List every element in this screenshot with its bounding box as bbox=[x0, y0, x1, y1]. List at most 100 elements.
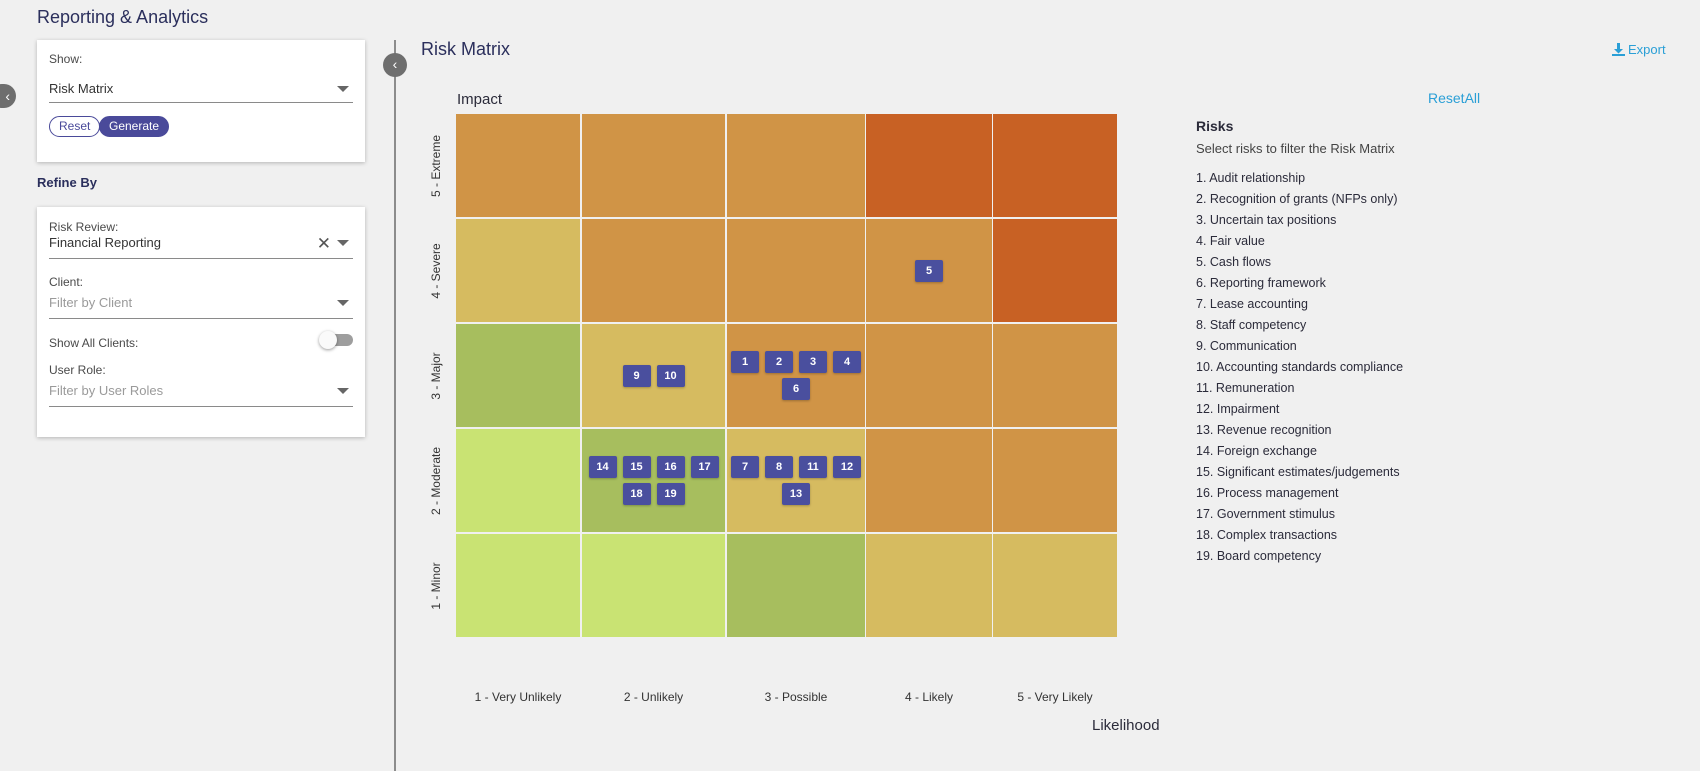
risk-chip[interactable]: 15 bbox=[622, 456, 651, 478]
reset-all-link[interactable]: ResetAll bbox=[1428, 90, 1481, 106]
show-all-clients-toggle[interactable] bbox=[319, 331, 353, 349]
risk-list-item[interactable]: 16. Process management bbox=[1196, 486, 1339, 500]
matrix-cell[interactable] bbox=[727, 219, 865, 322]
risk-list-item[interactable]: 4. Fair value bbox=[1196, 234, 1265, 248]
risk-list-item[interactable]: 8. Staff competency bbox=[1196, 318, 1307, 332]
risk-list-item[interactable]: 14. Foreign exchange bbox=[1196, 444, 1317, 458]
risk-chip[interactable]: 16 bbox=[656, 456, 685, 478]
matrix-cell[interactable] bbox=[993, 534, 1117, 637]
matrix-cell[interactable] bbox=[727, 534, 865, 637]
risk-list-item[interactable]: 15. Significant estimates/judgements bbox=[1196, 465, 1400, 479]
client-label: Client: bbox=[49, 275, 84, 289]
show-select[interactable]: Risk Matrix bbox=[49, 77, 353, 103]
risk-list-item[interactable]: 12. Impairment bbox=[1196, 402, 1280, 416]
chevron-left-icon: ‹ bbox=[5, 88, 10, 104]
matrix-cell[interactable] bbox=[456, 114, 580, 217]
impact-level-text: 4 - Severe bbox=[429, 242, 443, 299]
chevron-left-icon: ‹ bbox=[392, 56, 398, 72]
collapse-panel-button[interactable]: ‹ bbox=[383, 53, 407, 77]
risk-list-item[interactable]: 3. Uncertain tax positions bbox=[1196, 213, 1337, 227]
matrix-cell[interactable] bbox=[582, 114, 725, 217]
risk-chip[interactable]: 17 bbox=[690, 456, 719, 478]
risk-list-item[interactable]: 10. Accounting standards compliance bbox=[1196, 360, 1404, 374]
risk-list-item[interactable]: 2. Recognition of grants (NFPs only) bbox=[1196, 192, 1398, 206]
likelihood-level-label: 3 - Possible bbox=[764, 690, 828, 704]
chevron-down-icon bbox=[337, 300, 349, 306]
matrix-cell[interactable] bbox=[727, 324, 865, 427]
matrix-cell[interactable] bbox=[727, 429, 865, 532]
matrix-cell[interactable] bbox=[582, 324, 725, 427]
risk-chip[interactable]: 11 bbox=[799, 456, 827, 478]
risk-chip[interactable]: 10 bbox=[656, 364, 685, 387]
matrix-cell[interactable] bbox=[456, 324, 580, 427]
show-select-value: Risk Matrix bbox=[49, 81, 114, 96]
risk-chip[interactable]: 1 bbox=[731, 351, 759, 373]
client-select[interactable]: Filter by Client bbox=[49, 293, 353, 319]
risk-list-item[interactable]: 7. Lease accounting bbox=[1196, 297, 1308, 311]
user-role-label: User Role: bbox=[49, 363, 106, 377]
matrix-cell[interactable] bbox=[582, 534, 725, 637]
chevron-down-icon bbox=[337, 240, 349, 246]
matrix-cell[interactable] bbox=[582, 429, 725, 532]
export-button[interactable]: Export bbox=[1612, 42, 1666, 59]
risk-review-label: Risk Review: bbox=[49, 220, 119, 234]
matrix-cell[interactable] bbox=[456, 219, 580, 322]
risk-chip[interactable]: 18 bbox=[622, 483, 651, 505]
risk-list-item[interactable]: 9. Communication bbox=[1196, 339, 1297, 353]
risk-chip[interactable]: 2 bbox=[765, 351, 793, 373]
chevron-down-icon bbox=[337, 388, 349, 394]
matrix-cell[interactable] bbox=[866, 534, 992, 637]
matrix-cell[interactable] bbox=[866, 429, 992, 532]
toggle-knob bbox=[319, 331, 337, 349]
page-title: Risk Matrix bbox=[421, 39, 510, 59]
risk-chip[interactable]: 4 bbox=[833, 351, 861, 373]
risks-subtitle: Select risks to filter the Risk Matrix bbox=[1196, 141, 1395, 156]
client-placeholder: Filter by Client bbox=[49, 295, 133, 310]
matrix-cell[interactable] bbox=[456, 429, 580, 532]
generate-button[interactable]: Generate bbox=[99, 116, 170, 137]
likelihood-level-label: 5 - Very Likely bbox=[1017, 690, 1093, 704]
show-all-clients-label: Show All Clients: bbox=[49, 336, 139, 350]
risk-chip[interactable]: 5 bbox=[915, 259, 943, 282]
user-role-select[interactable]: Filter by User Roles bbox=[49, 381, 353, 407]
matrix-cell[interactable] bbox=[993, 429, 1117, 532]
risk-chip[interactable]: 12 bbox=[833, 456, 861, 478]
risk-chip[interactable]: 7 bbox=[731, 456, 759, 478]
risk-chip[interactable]: 9 bbox=[622, 364, 651, 387]
matrix-cell[interactable] bbox=[866, 324, 992, 427]
clear-icon[interactable]: ✕ bbox=[316, 234, 331, 253]
risk-list-item[interactable]: 6. Reporting framework bbox=[1196, 276, 1326, 290]
risk-list-item[interactable]: 19. Board competency bbox=[1196, 549, 1322, 563]
matrix-cell[interactable] bbox=[993, 324, 1117, 427]
download-icon bbox=[1612, 43, 1625, 59]
export-label: Export bbox=[1628, 42, 1666, 57]
refine-card: Risk Review: Financial Reporting ✕ Clien… bbox=[37, 207, 365, 437]
matrix-cell[interactable] bbox=[993, 219, 1117, 322]
risk-list-item[interactable]: 17. Government stimulus bbox=[1196, 507, 1335, 521]
matrix-cell[interactable] bbox=[456, 534, 580, 637]
matrix-cell[interactable] bbox=[582, 219, 725, 322]
likelihood-axis-label: Likelihood bbox=[1092, 717, 1160, 734]
risk-list-item[interactable]: 5. Cash flows bbox=[1196, 255, 1272, 269]
likelihood-level-label: 4 - Likely bbox=[904, 690, 954, 704]
impact-axis-label: Impact bbox=[457, 91, 503, 108]
matrix-cell[interactable] bbox=[727, 114, 865, 217]
refine-by-title: Refine By bbox=[37, 175, 97, 190]
risk-chip[interactable]: 14 bbox=[588, 456, 617, 478]
risk-matrix-grid: 5 9 10 1 2 3 4 6 14 15 16 17 18 19 7 8 11 12 13 bbox=[456, 114, 1170, 682]
risk-list-item[interactable]: 13. Revenue recognition bbox=[1196, 423, 1332, 437]
risk-list-item[interactable]: 11. Remuneration bbox=[1196, 381, 1295, 395]
risk-review-select[interactable]: Financial Reporting ✕ bbox=[49, 233, 353, 259]
expand-left-panel-button[interactable]: ‹ bbox=[0, 84, 16, 108]
risk-chip[interactable]: 19 bbox=[656, 483, 685, 505]
risk-list-item[interactable]: 18. Complex transactions bbox=[1196, 528, 1338, 542]
risk-chip[interactable]: 8 bbox=[765, 456, 793, 478]
impact-level-text: 5 - Extreme bbox=[429, 134, 443, 197]
matrix-cell[interactable] bbox=[866, 114, 992, 217]
risk-chip[interactable]: 3 bbox=[799, 351, 827, 373]
matrix-cell[interactable] bbox=[993, 114, 1117, 217]
risk-list-item[interactable]: 1. Audit relationship bbox=[1196, 171, 1306, 185]
reset-button[interactable]: Reset bbox=[49, 116, 101, 137]
risk-chip[interactable]: 13 bbox=[782, 483, 810, 505]
risk-chip[interactable]: 6 bbox=[782, 378, 810, 400]
